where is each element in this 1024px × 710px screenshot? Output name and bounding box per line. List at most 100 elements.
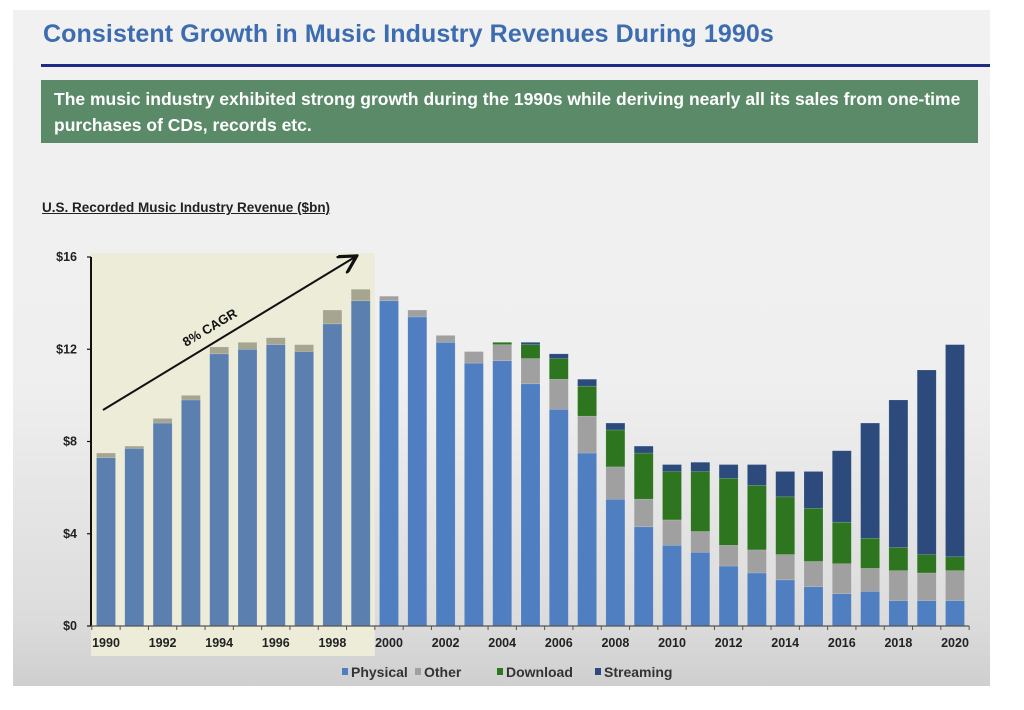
x-tick-label: 2010 xyxy=(658,636,686,650)
bar-other xyxy=(266,337,286,345)
bar-stack-1993 xyxy=(181,395,201,627)
bar-stack-1991 xyxy=(124,445,145,627)
bar-streaming xyxy=(577,378,597,387)
x-tick-label: 2014 xyxy=(771,636,799,650)
bar-other xyxy=(209,346,229,355)
bar-physical xyxy=(888,600,909,627)
bar-other xyxy=(549,378,569,410)
y-tick-label: $12 xyxy=(56,342,77,356)
bar-physical xyxy=(209,353,229,627)
bar-stack-1998 xyxy=(322,309,343,627)
bar-streaming xyxy=(690,462,711,472)
bar-other xyxy=(605,466,626,500)
legend: Physical Other Download Streaming xyxy=(342,664,672,680)
bar-physical xyxy=(577,452,597,627)
bar-physical xyxy=(237,349,258,627)
bar-download xyxy=(662,471,682,521)
chart-title: U.S. Recorded Music Industry Revenue ($b… xyxy=(42,200,331,215)
bar-physical xyxy=(407,316,428,627)
bar-physical xyxy=(860,591,880,627)
bar-other xyxy=(181,395,201,401)
callout-box: The music industry exhibited strong grow… xyxy=(41,80,978,143)
bar-other xyxy=(379,295,399,302)
bar-other xyxy=(520,358,541,385)
bar-physical xyxy=(718,565,739,627)
bar-physical xyxy=(803,586,824,627)
bar-stack-2019 xyxy=(916,369,937,627)
bar-stack-1994 xyxy=(209,346,229,627)
bar-other xyxy=(435,335,456,343)
bar-physical xyxy=(662,545,682,627)
bar-stack-1996 xyxy=(266,337,286,627)
bar-other xyxy=(860,568,880,592)
bar-stack-2004 xyxy=(492,342,512,627)
bar-stack-2009 xyxy=(633,445,654,627)
bar-download xyxy=(860,538,880,569)
bar-physical xyxy=(549,408,569,627)
bar-download xyxy=(577,385,597,417)
bar-other xyxy=(96,452,116,458)
bar-download xyxy=(605,429,626,468)
bar-other xyxy=(718,545,739,567)
bar-stack-2008 xyxy=(605,422,626,627)
bar-stack-1992 xyxy=(152,418,173,627)
bar-streaming xyxy=(549,353,569,359)
title-divider xyxy=(41,64,990,67)
bar-stack-2010 xyxy=(662,464,682,627)
bar-streaming xyxy=(775,471,795,498)
bar-stack-2002 xyxy=(435,335,456,627)
bar-stack-2000 xyxy=(379,295,399,627)
legend-swatch xyxy=(497,668,503,675)
bar-physical xyxy=(464,362,484,627)
x-tick-label: 2004 xyxy=(488,636,516,650)
bars xyxy=(96,289,965,627)
bar-other xyxy=(888,570,909,601)
legend-label: Streaming xyxy=(604,664,672,680)
bar-other xyxy=(464,351,484,364)
x-tick-label: 1994 xyxy=(205,636,233,650)
legend-swatch xyxy=(342,668,348,675)
bar-streaming xyxy=(832,450,852,523)
bar-download xyxy=(775,496,795,555)
bar-other xyxy=(322,309,343,325)
bar-physical xyxy=(181,399,201,627)
bar-download xyxy=(718,478,739,546)
bar-stack-2005 xyxy=(520,342,541,627)
bar-physical xyxy=(775,579,795,627)
bar-stack-1990 xyxy=(96,452,116,627)
cagr-arrow xyxy=(102,257,355,411)
bar-other xyxy=(945,570,965,601)
bar-physical xyxy=(266,344,286,627)
bar-other xyxy=(577,415,597,454)
bar-streaming xyxy=(662,464,682,472)
x-tick-label: 2002 xyxy=(432,636,460,650)
bar-download xyxy=(832,521,852,564)
bar-streaming xyxy=(718,464,739,479)
bar-other xyxy=(803,561,824,588)
bar-stack-2017 xyxy=(860,422,880,627)
legend-label: Physical xyxy=(351,664,408,680)
bar-download xyxy=(888,547,909,571)
bar-stack-2011 xyxy=(690,462,711,627)
bar-download xyxy=(747,485,767,551)
bar-stack-2020 xyxy=(945,344,965,627)
legend-swatch xyxy=(595,668,601,675)
bar-physical xyxy=(124,448,145,627)
bar-physical xyxy=(492,360,512,627)
bar-physical xyxy=(690,551,711,627)
bar-streaming xyxy=(605,422,626,431)
x-tick-label: 2020 xyxy=(941,636,969,650)
bar-other xyxy=(662,519,682,546)
bar-other xyxy=(124,445,145,449)
axes: $0 $4 $8 $12 $16 1990 1992 1994 1996 1998 2000 2002… xyxy=(56,250,970,650)
x-tick-label: 2012 xyxy=(715,636,743,650)
bar-download xyxy=(945,556,965,571)
bar-download xyxy=(549,358,569,380)
x-tick-label: 2008 xyxy=(601,636,629,650)
legend-swatch xyxy=(415,668,421,675)
legend-label: Other xyxy=(424,664,462,680)
bar-streaming xyxy=(888,399,909,548)
slide-title: Consistent Growth in Music Industry Reve… xyxy=(43,20,774,48)
y-tick-label: $4 xyxy=(63,527,77,541)
